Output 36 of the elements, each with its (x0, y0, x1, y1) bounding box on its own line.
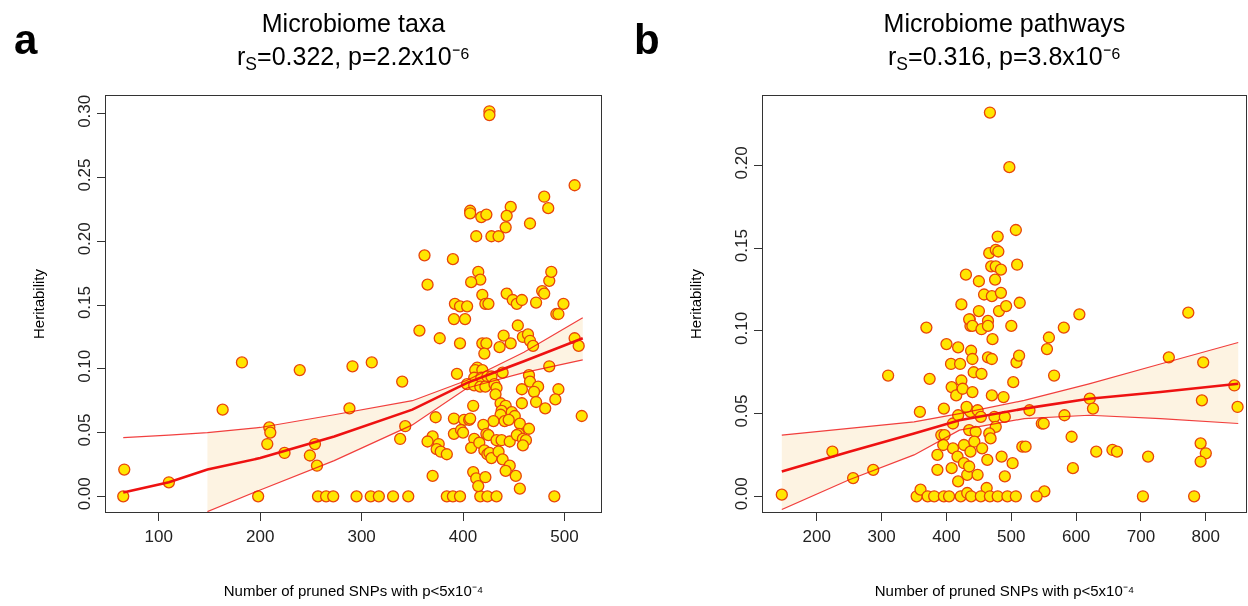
y-tick-label: 0.00 (731, 477, 751, 511)
y-tick-label: 0.05 (74, 413, 94, 447)
y-tick-label: 0.00 (74, 477, 94, 511)
y-axis-title: Heritability (30, 268, 48, 340)
x-tick-label: 300 (347, 526, 376, 546)
y-tick-label: 0.15 (731, 229, 751, 263)
x-axis-title: Number of pruned SNPs with p<5x10⁻⁴ (223, 581, 484, 599)
y-tick-label: 0.25 (74, 158, 94, 192)
chart-subtitle: r$_{S}$=0.316, p=3.8x10⁻⁶ (888, 41, 1121, 74)
x-tick-label: 700 (1126, 526, 1156, 546)
x-tick-label: 200 (245, 526, 275, 546)
y-tick-label: 0.30 (74, 94, 94, 128)
x-tick-label: 100 (144, 526, 173, 546)
text: b (634, 16, 660, 63)
x-tick-label: 400 (932, 526, 961, 546)
line-series (206, 359, 584, 512)
chart-title: Microbiome taxa (261, 9, 446, 37)
x-tick-label: 800 (1191, 526, 1220, 546)
y-tick-label: 0.20 (731, 146, 751, 180)
y-tick-label: 0.10 (731, 311, 751, 345)
line-series (781, 341, 1239, 436)
x-tick-label: 400 (448, 526, 478, 546)
x-tick-label: 600 (1061, 526, 1091, 546)
y-tick-label: 0.15 (74, 285, 94, 320)
chart-title: Microbiome pathways (883, 9, 1126, 37)
x-tick-label: 200 (802, 526, 831, 546)
x-tick-label: 300 (867, 526, 896, 546)
text: a (14, 16, 38, 63)
y-tick-label: 0.05 (731, 394, 751, 428)
y-tick-label: 0.20 (74, 222, 94, 256)
x-axis-title: Number of pruned SNPs with p<5x10⁻⁴ (874, 581, 1135, 599)
chart-subtitle: r$_{S}$=0.322, p=2.2x10⁻⁶ (237, 41, 470, 74)
x-tick-label: 500 (550, 526, 579, 546)
y-tick-label: 0.10 (74, 349, 94, 383)
y-axis-title: Heritability (687, 268, 705, 340)
x-tick-label: 500 (997, 526, 1026, 546)
